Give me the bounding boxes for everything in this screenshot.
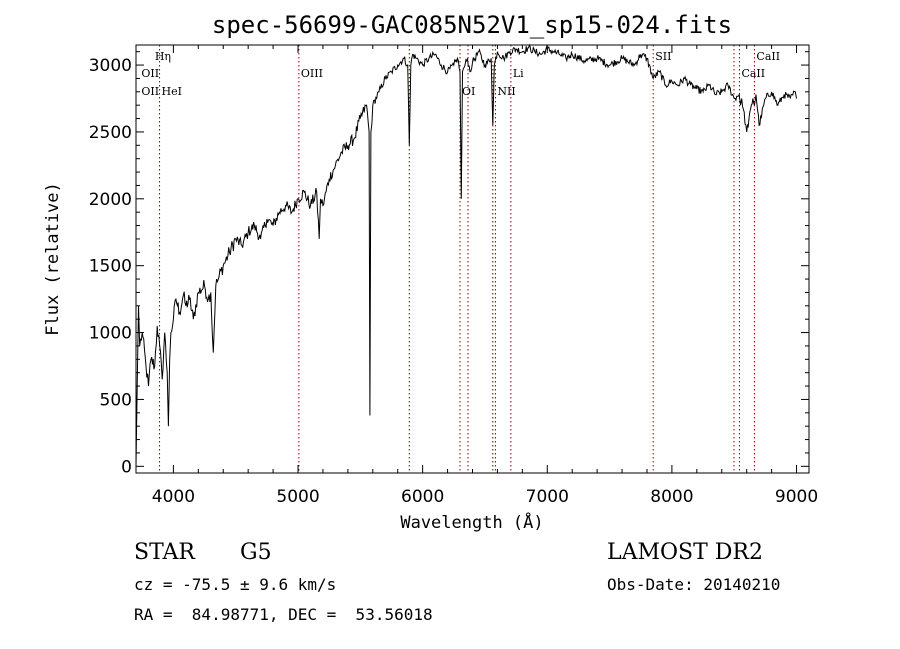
y-tick-label-500: 500 <box>100 390 132 410</box>
axis-ticks: 4000 5000 6000 7000 8000 9000 0 500 1000 1500 2000… <box>89 45 818 507</box>
x-tick-label-5000: 5000 <box>276 487 319 507</box>
line-label-4: OIII <box>301 67 323 80</box>
y-axis-label: Flux (relative) <box>43 182 63 336</box>
y-tick-label-2000: 2000 <box>89 190 132 210</box>
line-label-8: SII <box>655 50 671 63</box>
survey-name: LAMOST DR2 <box>607 540 763 565</box>
x-tick-label-8000: 8000 <box>650 487 693 507</box>
obs-date: Obs-Date: 20140210 <box>607 575 781 594</box>
x-tick-label-9000: 9000 <box>775 487 818 507</box>
plot-frame <box>135 44 810 474</box>
y-tick-label-1500: 1500 <box>89 257 132 277</box>
x-tick-label-7000: 7000 <box>526 487 569 507</box>
line-label-2: OII <box>141 85 159 98</box>
line-label-9: CaII <box>756 50 780 63</box>
x-axis-label: Wavelength (Å) <box>400 511 543 533</box>
y-tick-label-2500: 2500 <box>89 123 132 143</box>
chart-title: spec-56699-GAC085N52V1_sp15-024.fits <box>212 11 732 39</box>
line-label-0: Hη <box>155 50 171 63</box>
object-class: STAR <box>134 540 195 565</box>
y-tick-label-3000: 3000 <box>89 56 132 76</box>
line-label-10: CaII <box>741 67 765 80</box>
x-tick-label-4000: 4000 <box>152 487 195 507</box>
y-tick-label-0: 0 <box>121 457 132 477</box>
spectrum-line <box>135 43 797 467</box>
line-label-7: Li <box>513 67 524 80</box>
line-label-6: NII <box>497 85 515 98</box>
redshift-velocity: cz = -75.5 ± 9.6 km/s <box>134 575 337 594</box>
coordinates: RA = 84.98771, DEC = 53.56018 <box>134 605 433 624</box>
line-markers: Hη OII OII HeI OIII OI NII Li SII CaII CaII <box>141 45 780 473</box>
x-tick-label-6000: 6000 <box>401 487 444 507</box>
line-label-3: HeI <box>162 85 182 98</box>
line-label-5: OI <box>462 85 475 98</box>
object-subclass: G5 <box>240 540 272 565</box>
y-tick-label-1000: 1000 <box>89 324 132 344</box>
line-label-1: OII <box>141 67 159 80</box>
